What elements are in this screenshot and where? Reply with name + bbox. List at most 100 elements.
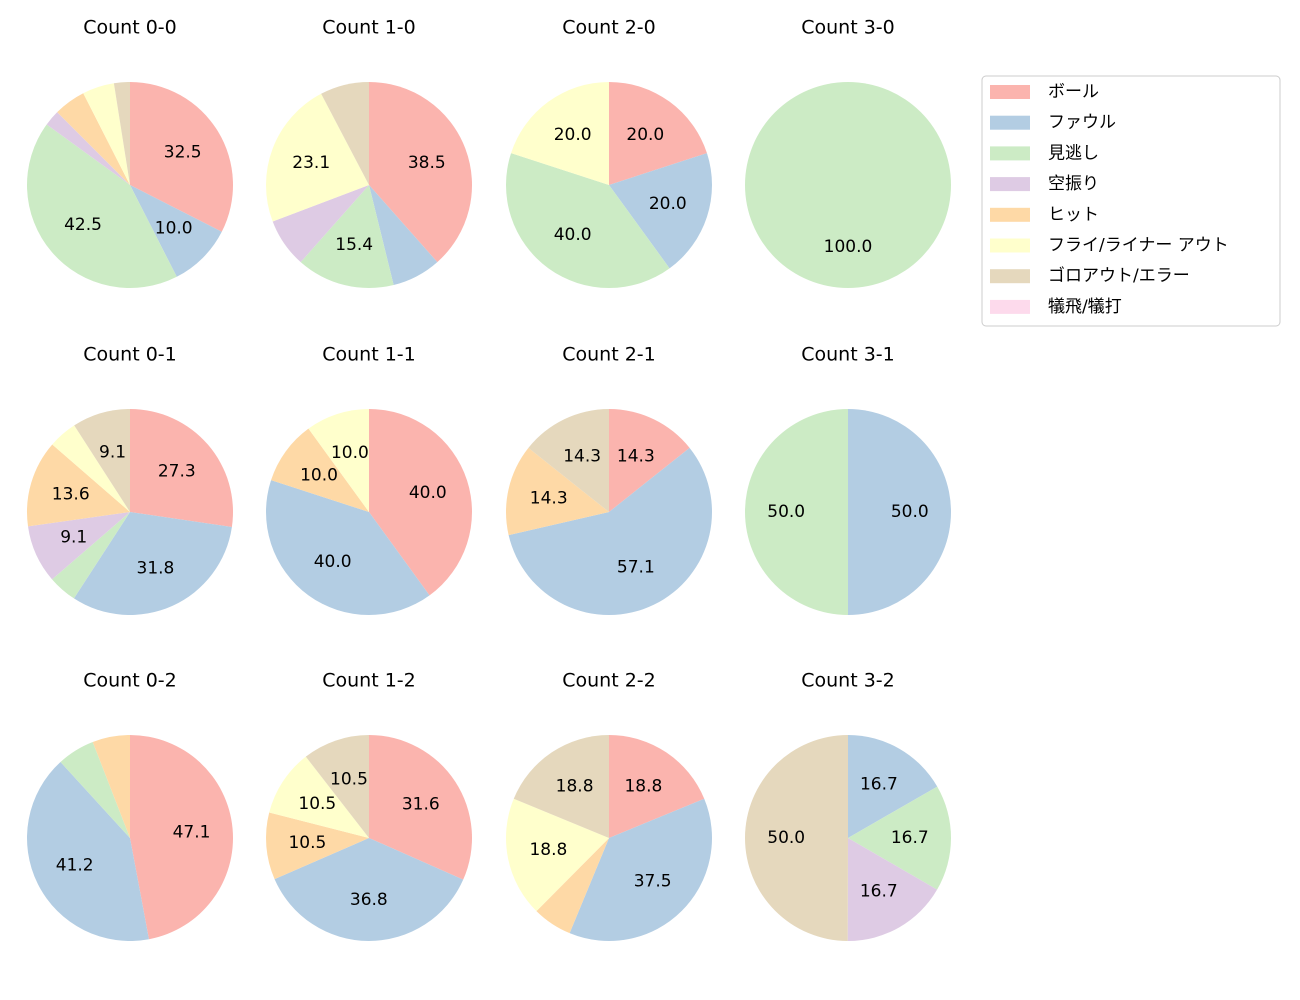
chart-title: Count 3-0 <box>801 17 895 39</box>
pie-slice <box>505 447 609 536</box>
pie-slice <box>609 409 690 512</box>
legend-swatch <box>990 146 1030 161</box>
pie-slice <box>508 447 712 615</box>
pie-slice <box>369 185 438 286</box>
slice-label: 27.3 <box>158 462 196 482</box>
pie-slice <box>513 735 609 838</box>
chart-title: Count 1-1 <box>322 344 416 366</box>
pie-slice <box>609 82 707 185</box>
slice-label: 15.4 <box>335 235 373 255</box>
pie-slice <box>847 838 938 941</box>
chart-title: Count 2-1 <box>562 344 656 366</box>
legend-swatch <box>990 269 1030 284</box>
slice-label: 14.3 <box>563 446 601 466</box>
slice-label: 41.2 <box>56 856 94 876</box>
pie-slice <box>272 185 369 263</box>
pie-slice <box>369 82 472 263</box>
pie-slice <box>130 735 234 940</box>
pie-slice <box>52 512 131 599</box>
legend-label: ゴロアウト/エラー <box>1048 265 1190 286</box>
slice-label: 31.8 <box>137 558 175 578</box>
slice-label: 31.6 <box>402 794 440 814</box>
pie-slice <box>745 409 848 615</box>
pie-slice <box>506 153 670 288</box>
pie-slice <box>60 741 130 838</box>
slice-label: 10.0 <box>331 443 369 463</box>
slice-label: 16.7 <box>891 828 929 848</box>
legend-label: ヒット <box>1048 205 1099 225</box>
legend-label: フライ/ライナー アウト <box>1048 236 1229 256</box>
chart-title: Count 3-1 <box>801 344 895 366</box>
pie-slice <box>266 93 369 222</box>
slice-label: 10.0 <box>155 219 193 239</box>
slice-label: 18.8 <box>624 777 662 797</box>
legend-swatch <box>990 85 1030 99</box>
pie-slice <box>130 82 233 232</box>
pie-slice <box>265 812 369 880</box>
slice-label: 50.0 <box>891 502 929 522</box>
pie-slice <box>92 735 130 838</box>
legend-label: 見逃し <box>1048 143 1099 163</box>
pie-slice <box>528 409 609 512</box>
legend-label: 空振り <box>1048 174 1099 194</box>
pie-slice <box>321 82 369 185</box>
slice-label: 14.3 <box>617 446 655 466</box>
slice-label: 50.0 <box>767 502 805 522</box>
pie-slice <box>308 409 369 512</box>
pie-slice <box>848 409 951 615</box>
pie-slice <box>274 838 464 941</box>
slice-label: 57.1 <box>617 558 655 578</box>
legend-label: ボール <box>1048 82 1099 102</box>
slice-label: 38.5 <box>408 153 446 173</box>
pie-slice <box>369 409 472 596</box>
chart-title: Count 3-2 <box>801 670 895 692</box>
legend-swatch <box>990 115 1030 130</box>
slice-label: 40.0 <box>554 225 592 245</box>
pie-slice <box>271 428 369 512</box>
pie-slice <box>300 185 394 288</box>
slice-label: 18.8 <box>556 777 594 797</box>
pie-slice <box>26 444 130 527</box>
pie-slice <box>26 761 149 942</box>
pie-slice <box>505 798 609 912</box>
slice-label: 40.0 <box>409 483 447 503</box>
legend-label: 犠飛/犠打 <box>1048 297 1122 317</box>
slice-label: 10.5 <box>288 833 326 853</box>
slice-label: 20.0 <box>649 194 687 214</box>
slice-label: 10.0 <box>300 466 338 486</box>
slice-label: 50.0 <box>767 828 805 848</box>
pie-slice <box>609 735 705 838</box>
legend-label: ファウル <box>1048 113 1116 133</box>
pie-slice <box>73 512 232 616</box>
slice-label: 47.1 <box>173 822 211 842</box>
chart-title: Count 0-1 <box>83 344 177 366</box>
slice-label: 40.0 <box>314 552 352 572</box>
pie-slice <box>130 409 234 528</box>
pie-slice <box>266 480 430 616</box>
pie-slice <box>744 735 848 941</box>
slice-label: 14.3 <box>530 488 568 508</box>
pie-slice <box>569 798 713 941</box>
slice-label: 32.5 <box>164 143 202 163</box>
chart-title: Count 1-0 <box>322 17 416 39</box>
slice-label: 37.5 <box>634 872 672 892</box>
legend-box <box>981 75 1281 327</box>
pie-slice <box>74 409 130 512</box>
slice-label: 9.1 <box>60 528 87 548</box>
legend-swatch <box>990 177 1030 192</box>
slice-label: 18.8 <box>529 840 567 860</box>
legend-swatch <box>990 299 1030 314</box>
pie-slice <box>536 838 609 934</box>
slice-label: 23.1 <box>292 153 330 173</box>
legend-swatch <box>990 238 1030 253</box>
pie-slice <box>26 124 177 289</box>
pie-slice <box>46 112 130 185</box>
chart-title: Count 0-0 <box>83 17 177 39</box>
legend-swatch <box>990 207 1030 222</box>
pie-slice <box>369 735 472 880</box>
pie-slice <box>83 83 130 185</box>
pie-slice <box>113 82 130 185</box>
pie-slice <box>609 153 712 269</box>
pie-slice <box>305 735 369 838</box>
